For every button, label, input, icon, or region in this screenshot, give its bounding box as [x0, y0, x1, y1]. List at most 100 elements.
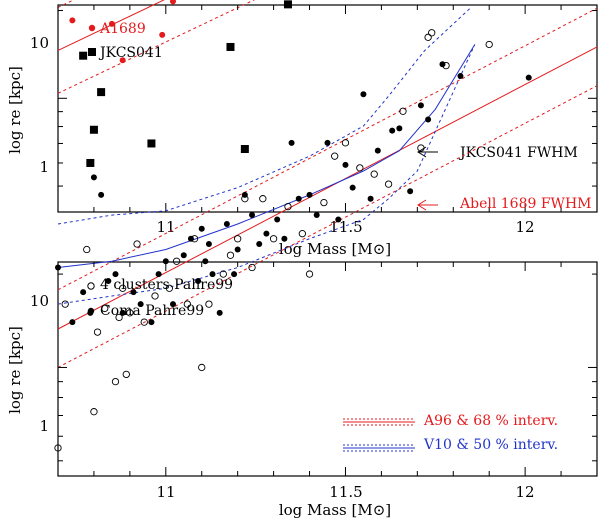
point-4-clusters-pahre99 [341, 139, 350, 147]
bottom-y-axis-label: log re [kpc] [6, 326, 24, 414]
point-4-clusters-pahre99 [126, 309, 134, 317]
point-coma-pahre99 [324, 139, 331, 146]
point-a1689 [169, 0, 176, 5]
point-4-clusters-pahre99 [54, 444, 62, 452]
top-legend: A1689 JKCS041 [88, 21, 163, 61]
point-coma-pahre99 [295, 195, 302, 202]
bottom-legend: 4 clusters Pahre99 Coma Pahre99 A96 & 68… [87, 277, 558, 453]
point-coma-pahre99 [209, 271, 216, 278]
point-4-clusters-pahre99 [122, 370, 130, 379]
point-4-clusters-pahre99 [115, 313, 123, 322]
point-coma-pahre99 [288, 139, 295, 146]
point-4-clusters-pahre99 [111, 377, 120, 386]
point-coma-pahre99 [112, 271, 119, 278]
point-coma-pahre99 [335, 216, 342, 223]
legend-label-jkcs041: JKCS041 [98, 45, 163, 61]
legend-label-v10: V10 & 50 % interv. [423, 437, 558, 453]
point-a1689 [108, 20, 115, 27]
point-coma-pahre99 [342, 161, 349, 168]
point-coma-pahre99 [119, 309, 126, 316]
point-coma-pahre99 [155, 271, 162, 278]
point-coma-pahre99 [148, 319, 155, 326]
legend-label-a1689: A1689 [99, 21, 146, 37]
point-coma-pahre99 [389, 127, 396, 134]
point-coma-pahre99 [396, 125, 403, 132]
point-4-clusters-pahre99 [331, 152, 339, 160]
point-coma-pahre99 [374, 147, 381, 154]
point-4-clusters-pahre99 [61, 300, 69, 308]
point-coma-pahre99 [525, 74, 532, 81]
jkcs041-fwhm-arrow [417, 146, 438, 158]
legend-marker-a1689 [88, 24, 96, 32]
top-x-tick-label-11: 11 [156, 218, 175, 236]
abell-fwhm-arrow [417, 199, 438, 211]
top-y-tick-label-10: 10 [30, 34, 49, 52]
point-4-clusters-pahre99 [424, 33, 432, 41]
point-4-clusters-pahre99 [234, 235, 242, 243]
point-coma-pahre99 [187, 235, 194, 242]
point-coma-pahre99 [216, 309, 223, 316]
point-4-clusters-pahre99 [370, 170, 378, 178]
point-4-clusters-pahre99 [248, 263, 256, 272]
point-4-clusters-pahre99 [399, 107, 407, 115]
point-jkcs041 [283, 0, 292, 9]
legend-marker-coma [87, 307, 95, 315]
point-4-clusters-pahre99 [226, 251, 235, 259]
bottom-line-a96-68-upper [57, 7, 598, 291]
top-x-axis-label: log Mass [M⊙] [279, 240, 391, 258]
bottom-data-points [54, 29, 532, 452]
point-coma-pahre99 [202, 258, 209, 265]
legend-label-4-clusters: 4 clusters Pahre99 [100, 277, 233, 293]
top-y-axis-label: log re [kpc] [6, 66, 24, 154]
point-coma-pahre99 [367, 195, 374, 202]
point-coma-pahre99 [407, 188, 414, 195]
point-4-clusters-pahre99 [165, 284, 174, 292]
point-4-clusters-pahre99 [198, 363, 206, 372]
top-fit-lines [57, 0, 256, 94]
point-jkcs041 [79, 51, 88, 60]
point-coma-pahre99 [205, 241, 212, 248]
bottom-line-v10-50-upper [57, 6, 472, 225]
point-coma-pahre99 [241, 191, 248, 198]
point-4-clusters-pahre99 [485, 40, 493, 49]
point-4-clusters-pahre99 [140, 318, 148, 326]
point-coma-pahre99 [55, 264, 61, 271]
top-line-fit-upper [57, 0, 75, 8]
point-4-clusters-pahre99 [269, 235, 278, 243]
point-4-clusters-pahre99 [259, 195, 267, 203]
point-coma-pahre99 [98, 191, 105, 198]
point-coma-pahre99 [234, 246, 241, 253]
bottom-x-axis-label: log Mass [M⊙] [279, 501, 391, 519]
bottom-plot-frame [57, 261, 598, 477]
point-coma-pahre99 [249, 212, 256, 219]
top-panel: 11 11.5 12 1 10 log Mass [M⊙] log re [kp… [6, 0, 598, 258]
bottom-x-tick-label-12: 12 [515, 483, 534, 501]
point-coma-pahre99 [263, 230, 270, 237]
point-coma-pahre99 [69, 319, 76, 326]
fwhm-annotations: JKCS041 FWHM Abell 1689 FWHM [417, 145, 592, 212]
point-coma-pahre99 [162, 258, 169, 265]
legend-band-a96 [343, 418, 415, 426]
point-4-clusters-pahre99 [83, 245, 91, 254]
legend-marker-jkcs041 [88, 48, 96, 56]
point-4-clusters-pahre99 [172, 257, 181, 265]
point-coma-pahre99 [417, 102, 424, 109]
jkcs041-fwhm-label: JKCS041 FWHM [458, 145, 578, 161]
point-4-clusters-pahre99 [417, 144, 425, 152]
point-coma-pahre99 [360, 91, 367, 98]
top-data-points [69, 0, 292, 167]
point-jkcs041 [147, 139, 156, 148]
point-coma-pahre99 [425, 116, 432, 123]
abell-fwhm-label: Abell 1689 FWHM [459, 196, 592, 212]
top-x-tick-label-12: 12 [515, 218, 534, 236]
point-coma-pahre99 [457, 73, 464, 80]
point-coma-pahre99 [274, 216, 281, 223]
point-a1689 [69, 17, 76, 24]
bottom-y-tick-label-10: 10 [30, 292, 49, 310]
bottom-panel: 11 11.5 12 1 10 log Mass [M⊙] log re [kp… [6, 6, 598, 519]
point-4-clusters-pahre99 [90, 408, 98, 416]
legend-marker-4-clusters [87, 282, 95, 290]
bottom-line-v10-50-lower [57, 44, 476, 305]
point-4-clusters-pahre99 [428, 29, 436, 37]
point-coma-pahre99 [169, 301, 176, 308]
